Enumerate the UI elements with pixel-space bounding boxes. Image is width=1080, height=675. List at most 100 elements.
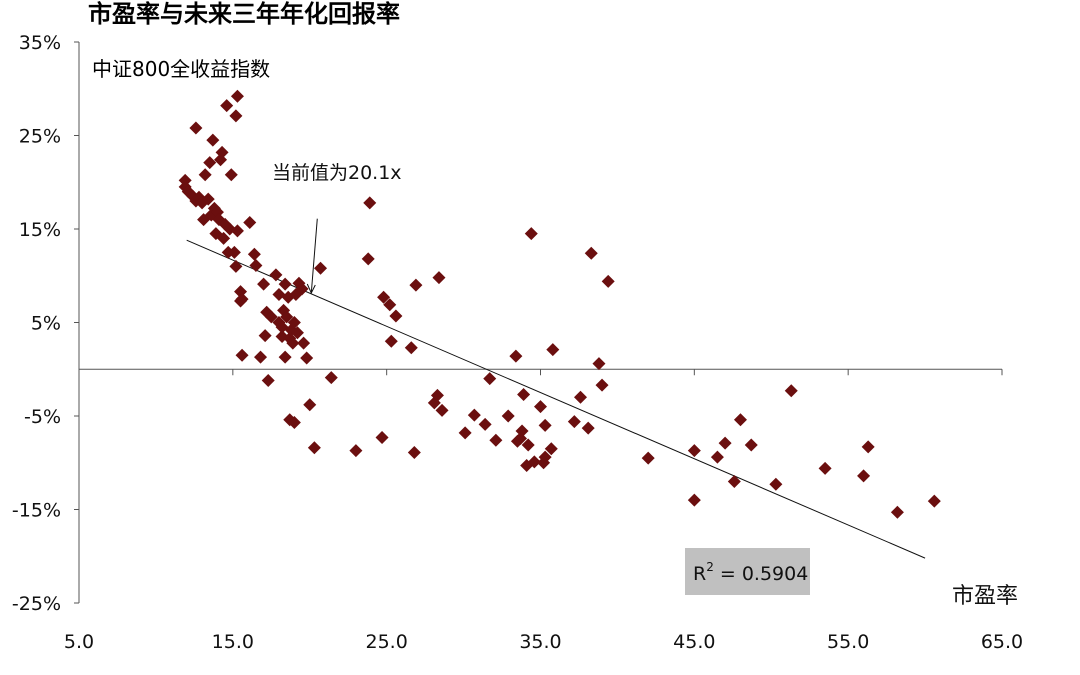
- data-point: [927, 494, 941, 508]
- data-point: [261, 373, 275, 387]
- annotation-arrow-head: [306, 283, 316, 295]
- data-point: [257, 277, 271, 291]
- data-point: [287, 316, 301, 329]
- y-tick-label: 35%: [19, 32, 61, 54]
- data-point: [733, 413, 747, 427]
- x-tick-label: 5.0: [64, 631, 94, 653]
- data-point: [230, 89, 244, 103]
- data-point: [201, 192, 215, 206]
- data-point: [217, 231, 231, 245]
- y-tick-label: 15%: [19, 219, 61, 241]
- data-point: [517, 387, 531, 401]
- x-tick-label: 35.0: [519, 631, 561, 653]
- data-point: [264, 310, 278, 324]
- data-point: [286, 336, 300, 350]
- data-point: [384, 334, 398, 348]
- data-point: [501, 409, 515, 423]
- data-point: [404, 341, 418, 355]
- chart-subtitle: 中证800全收益指数: [92, 57, 270, 81]
- data-point: [527, 455, 541, 469]
- data-point: [567, 415, 581, 429]
- data-point: [269, 268, 283, 282]
- data-point: [687, 444, 701, 458]
- data-point: [538, 418, 552, 432]
- y-tick-label: -25%: [12, 593, 61, 615]
- data-point: [538, 450, 552, 464]
- data-point: [524, 227, 538, 241]
- data-point: [361, 252, 375, 266]
- data-point: [307, 441, 321, 455]
- data-point: [430, 388, 444, 402]
- data-point: [198, 168, 212, 182]
- chart-title: 市盈率与未来三年年化回报率: [88, 0, 400, 28]
- x-axis-title: 市盈率: [952, 584, 1018, 609]
- data-point: [744, 438, 758, 452]
- y-tick-label: -5%: [24, 406, 61, 428]
- data-point: [584, 246, 598, 260]
- data-point: [534, 400, 547, 414]
- data-point: [601, 274, 615, 288]
- data-point: [249, 258, 263, 272]
- trendline-group: [186, 239, 926, 559]
- data-point: [227, 245, 241, 259]
- data-point: [324, 371, 338, 385]
- x-tick-label: 25.0: [366, 631, 408, 653]
- data-point: [727, 474, 741, 488]
- data-point: [515, 424, 529, 438]
- data-point: [254, 350, 268, 364]
- data-point: [458, 426, 472, 440]
- data-points: [178, 89, 941, 519]
- axes: [74, 41, 1003, 604]
- data-point: [687, 493, 701, 507]
- data-point: [220, 99, 234, 113]
- data-point: [229, 109, 243, 123]
- annotation-arrow: [306, 218, 318, 295]
- data-point: [581, 421, 595, 435]
- data-point: [215, 145, 229, 159]
- x-tick-label: 55.0: [827, 631, 869, 653]
- data-point: [278, 350, 292, 364]
- data-point: [229, 259, 243, 273]
- data-point: [290, 326, 304, 340]
- data-point: [784, 384, 798, 398]
- data-point: [349, 444, 363, 458]
- data-point: [235, 292, 249, 306]
- data-point: [189, 121, 203, 135]
- data-point: [521, 438, 535, 452]
- data-point: [573, 390, 587, 404]
- data-point: [300, 351, 314, 365]
- x-tick-label: 15.0: [212, 631, 254, 653]
- data-point: [363, 196, 377, 210]
- r-squared-background: [685, 548, 810, 595]
- data-point: [890, 505, 904, 519]
- data-point: [544, 442, 558, 456]
- data-point: [409, 278, 423, 292]
- data-point: [287, 416, 301, 430]
- data-point: [280, 310, 294, 324]
- x-tick-label: 45.0: [673, 631, 715, 653]
- data-point: [595, 378, 609, 392]
- r-squared-box: R2 = 0.5904: [685, 548, 810, 595]
- data-point: [389, 309, 403, 323]
- data-point: [857, 469, 871, 483]
- data-point: [224, 168, 238, 182]
- data-point: [243, 215, 257, 229]
- data-point: [407, 445, 421, 459]
- data-point: [375, 431, 389, 445]
- data-point: [592, 357, 606, 371]
- data-point: [383, 298, 397, 312]
- data-point: [178, 173, 192, 187]
- data-point: [247, 247, 261, 261]
- trendline: [186, 239, 926, 559]
- current-value-annotation: 当前值为20.1x: [272, 162, 402, 184]
- y-tick-label: 25%: [19, 126, 61, 148]
- data-point: [483, 372, 497, 386]
- data-point: [861, 440, 875, 454]
- data-point: [297, 336, 311, 350]
- data-point: [206, 133, 220, 147]
- data-point: [203, 156, 217, 170]
- data-point: [303, 398, 317, 412]
- data-point: [235, 348, 249, 362]
- data-point: [258, 329, 272, 343]
